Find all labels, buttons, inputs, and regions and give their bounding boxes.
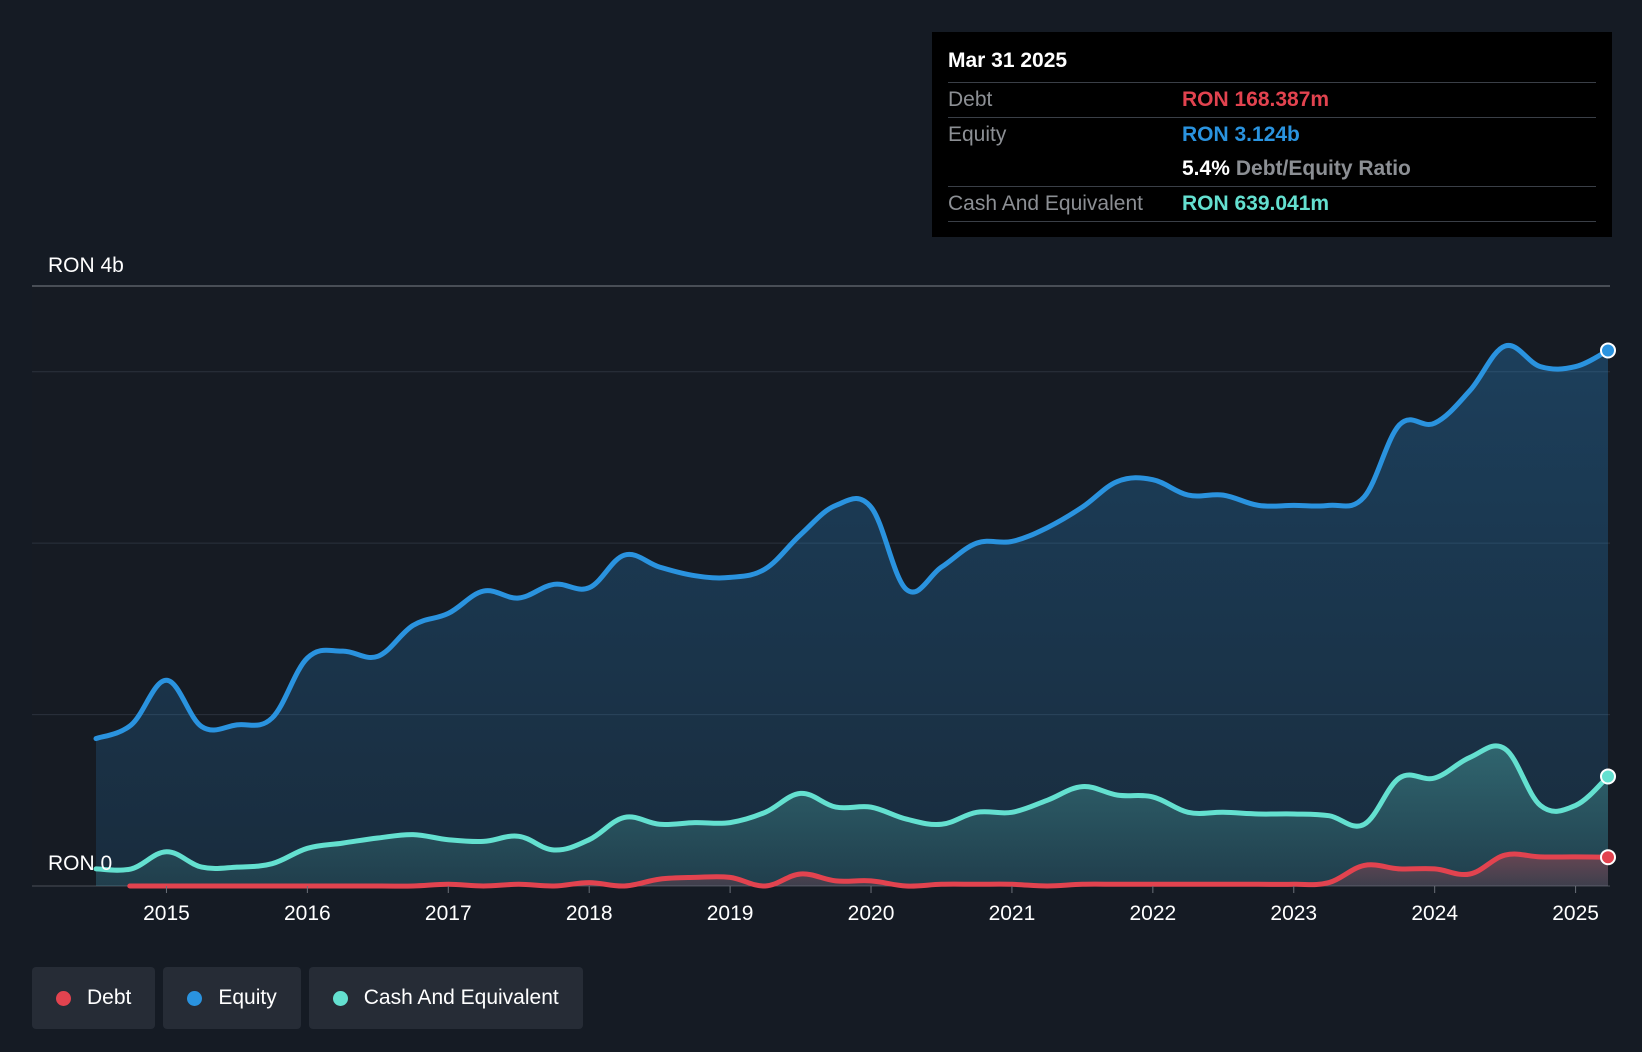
equity-line	[93, 343, 1611, 742]
tooltip-equity-row: Equity RON 3.124b	[948, 117, 1596, 152]
tooltip-debt-value: RON 168.387m	[1182, 88, 1330, 111]
series-areas	[96, 345, 1608, 887]
x-axis-ticks: 2015 2016 2017 2018 2019 2020 2021 2022 2023 2024…	[143, 886, 1599, 925]
tooltip-cash-label: Cash And Equivalent	[948, 192, 1143, 215]
y-axis-label-0: RON 4b	[48, 254, 124, 277]
y-axis-labels: RON 4b RON 0	[48, 254, 124, 875]
equity-dot-icon	[187, 990, 203, 1006]
cash-area	[96, 745, 1608, 886]
equity-area	[96, 345, 1608, 886]
tooltip-ratio-row: 5.4% Debt/Equity Ratio	[948, 152, 1596, 186]
tooltip-ratio-label: Debt/Equity Ratio	[1235, 157, 1411, 180]
x-tick-label-2023: 2023	[1270, 902, 1317, 925]
tooltip-cash-value: RON 639.041m	[1182, 192, 1330, 215]
tooltip-cash-row: Cash And Equivalent RON 639.041m	[948, 186, 1596, 222]
equity-end-marker	[1600, 342, 1616, 359]
x-tick-label-2024: 2024	[1411, 902, 1458, 925]
x-tick-label-2025: 2025	[1552, 902, 1599, 925]
chart-legend: Debt Equity Cash And Equivalent	[32, 967, 583, 1029]
legend-cash-label: Cash And Equivalent	[363, 986, 559, 1009]
x-tick-label-2016: 2016	[284, 902, 331, 925]
debt-area	[129, 854, 1608, 887]
cash-line	[93, 743, 1611, 873]
tooltip-debt-row: Debt RON 168.387m	[948, 82, 1596, 117]
end-markers	[1600, 342, 1616, 866]
cash-end-marker	[1600, 768, 1616, 785]
legend-item-debt[interactable]: Debt	[32, 967, 156, 1029]
legend-equity-label: Equity	[218, 986, 277, 1009]
x-tick-label-2017: 2017	[425, 902, 472, 925]
x-tick-label-2015: 2015	[143, 902, 190, 925]
debt-line	[127, 851, 1611, 889]
x-tick-label-2022: 2022	[1129, 902, 1176, 925]
tooltip-date: Mar 31 2025	[948, 49, 1068, 72]
tooltip-equity-value: RON 3.124b	[1182, 123, 1300, 146]
debt-end-marker	[1600, 849, 1616, 866]
tooltip-equity-label: Equity	[948, 123, 1007, 146]
debt-dot-icon	[56, 990, 71, 1006]
tooltip-panel: Mar 31 2025 Debt RON 168.387m Equity RON…	[932, 32, 1612, 237]
legend-item-cash[interactable]: Cash And Equivalent	[308, 967, 583, 1029]
legend-debt-label: Debt	[87, 986, 132, 1009]
x-tick-label-2018: 2018	[566, 902, 613, 925]
x-tick-label-2020: 2020	[848, 902, 895, 925]
tooltip-ratio-value: 5.4%	[1182, 157, 1230, 180]
y-axis-label-1: RON 0	[48, 852, 112, 875]
x-tick-label-2021: 2021	[989, 902, 1036, 925]
series-lines	[93, 343, 1611, 889]
tooltip-debt-label: Debt	[948, 88, 993, 111]
cash-dot-icon	[332, 990, 348, 1006]
legend-item-equity[interactable]: Equity	[163, 967, 301, 1029]
x-tick-label-2019: 2019	[707, 902, 754, 925]
